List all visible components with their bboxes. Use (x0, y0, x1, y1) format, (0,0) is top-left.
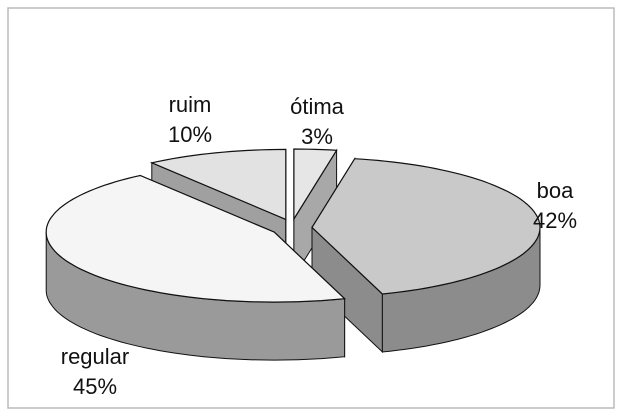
slice (149, 148, 287, 221)
pie (45, 148, 541, 361)
slice (311, 158, 541, 295)
slice (45, 174, 346, 303)
slice-label: boa (537, 178, 574, 203)
slice-value-label: 3% (301, 124, 333, 149)
slice (293, 148, 338, 222)
slice-value-label: 10% (168, 122, 212, 147)
slice-value-label: 45% (73, 374, 117, 399)
slice-label: ótima (290, 94, 345, 119)
slice-label: ruim (169, 92, 212, 117)
slice-label: regular (61, 344, 129, 369)
slice-value-label: 42% (533, 208, 577, 233)
